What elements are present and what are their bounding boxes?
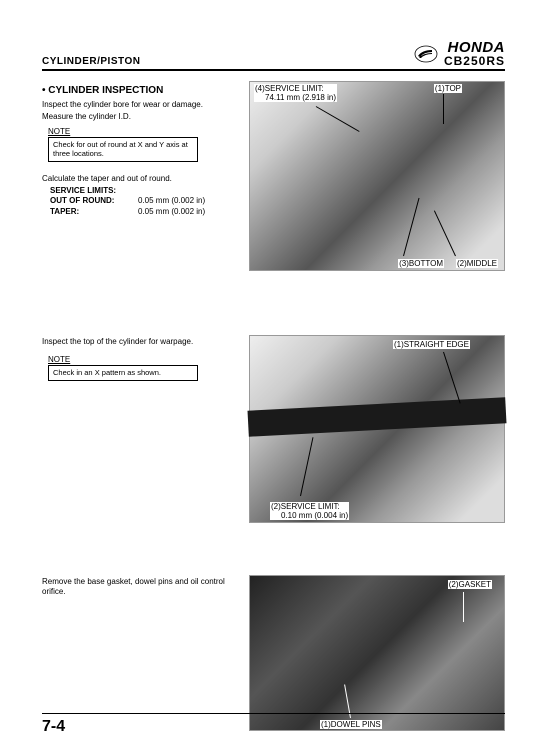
note-box: Check for out of round at X and Y axis a… <box>48 137 198 162</box>
section-name: CYLINDER/PISTON <box>42 56 140 67</box>
model-name: CB250RS <box>444 55 505 67</box>
spec-out-of-round-label: OUT OF ROUND: <box>50 196 138 206</box>
brand-block: HONDA CB250RS <box>414 40 505 67</box>
fig1-service-limit-label: (4)SERVICE LIMIT:74.11 mm (2.918 in) <box>254 84 337 102</box>
figure-gasket-dowel: (2)GASKET (1)DOWEL PINS <box>249 575 505 731</box>
service-limits: SERVICE LIMITS: OUT OF ROUND:0.05 mm (0.… <box>50 186 242 217</box>
section-cylinder-inspection: • CYLINDER INSPECTION Inspect the cylind… <box>42 85 242 217</box>
page-header: CYLINDER/PISTON HONDA CB250RS <box>42 40 505 71</box>
fig1-bottom-label: (3)BOTTOM <box>398 259 444 268</box>
fig2-service-limit-label: (2)SERVICE LIMIT:0.10 mm (0.004 in) <box>270 502 349 520</box>
inspect-text: Inspect the cylinder bore for wear or da… <box>42 100 242 110</box>
note-label: NOTE <box>48 127 242 136</box>
section-remove-gasket: Remove the base gasket, dowel pins and o… <box>42 577 242 600</box>
fig2-straight-edge-label: (1)STRAIGHT EDGE <box>393 340 470 349</box>
spec-out-of-round-value: 0.05 mm (0.002 in) <box>138 196 205 206</box>
spec-title: SERVICE LIMITS: <box>50 186 242 196</box>
fig1-middle-label: (2)MIDDLE <box>456 259 498 268</box>
fig3-gasket-label: (2)GASKET <box>448 580 492 589</box>
calculate-text: Calculate the taper and out of round. <box>42 174 242 184</box>
honda-wing-icon <box>414 45 438 63</box>
note-box-2: Check in an X pattern as shown. <box>48 365 198 380</box>
figure-straight-edge: (1)STRAIGHT EDGE (2)SERVICE LIMIT:0.10 m… <box>249 335 505 523</box>
footer-rule <box>42 713 505 715</box>
measure-text: Measure the cylinder I.D. <box>42 112 242 122</box>
brand-name: HONDA <box>444 40 505 55</box>
warpage-text: Inspect the top of the cylinder for warp… <box>42 337 242 347</box>
spec-taper-label: TAPER: <box>50 207 138 217</box>
section-title: • CYLINDER INSPECTION <box>42 85 242 96</box>
page-number: 7-4 <box>42 718 65 736</box>
note-label-2: NOTE <box>48 355 242 364</box>
section-warpage: Inspect the top of the cylinder for warp… <box>42 337 242 391</box>
spec-taper-value: 0.05 mm (0.002 in) <box>138 207 205 217</box>
figure-cylinder-bore: (4)SERVICE LIMIT:74.11 mm (2.918 in) (1)… <box>249 81 505 271</box>
fig1-top-label: (1)TOP <box>434 84 462 93</box>
remove-text: Remove the base gasket, dowel pins and o… <box>42 577 242 598</box>
fig3-dowel-pins-label: (1)DOWEL PINS <box>320 720 382 729</box>
